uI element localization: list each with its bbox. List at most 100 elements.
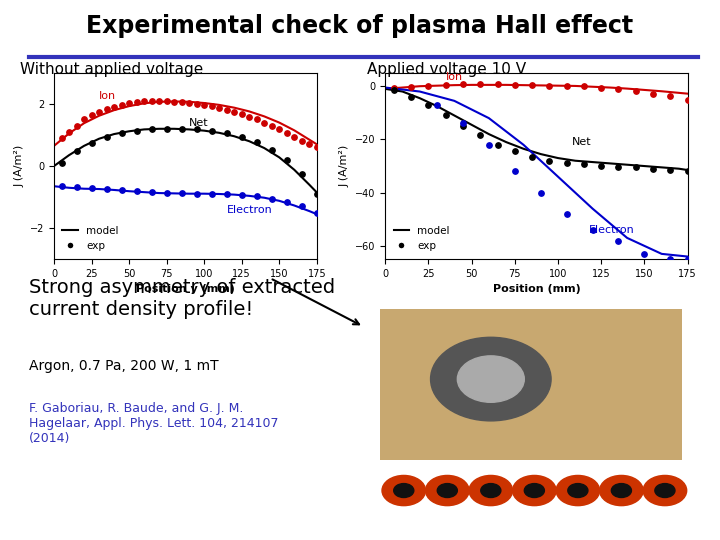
- Legend: model, exp: model, exp: [390, 222, 453, 254]
- Point: [296, 170, 307, 178]
- Point: [544, 82, 555, 90]
- Point: [535, 188, 546, 197]
- Point: [176, 98, 187, 107]
- Point: [595, 83, 607, 92]
- Circle shape: [382, 475, 426, 505]
- Circle shape: [655, 484, 675, 497]
- Point: [509, 167, 521, 176]
- Point: [311, 190, 323, 198]
- Point: [131, 186, 143, 195]
- Point: [168, 97, 180, 106]
- Point: [55, 134, 67, 143]
- Point: [613, 85, 624, 93]
- Point: [647, 164, 659, 173]
- Point: [266, 146, 277, 154]
- Point: [281, 129, 292, 138]
- Point: [281, 156, 292, 164]
- Point: [296, 136, 307, 145]
- Circle shape: [524, 484, 544, 497]
- Point: [423, 100, 434, 109]
- Point: [492, 140, 503, 149]
- Point: [243, 113, 255, 122]
- Circle shape: [556, 475, 600, 505]
- Point: [116, 129, 127, 138]
- Circle shape: [481, 484, 501, 497]
- Point: [146, 187, 158, 196]
- Point: [213, 103, 225, 112]
- Point: [474, 80, 486, 89]
- Text: Applied voltage 10 V: Applied voltage 10 V: [366, 62, 526, 77]
- Point: [595, 161, 607, 170]
- Point: [665, 255, 676, 264]
- Point: [131, 98, 143, 107]
- Point: [526, 81, 538, 90]
- Circle shape: [394, 484, 414, 497]
- Point: [161, 124, 172, 133]
- Point: [578, 82, 590, 91]
- Point: [221, 105, 233, 114]
- Point: [630, 87, 642, 96]
- Text: Argon, 0.7 Pa, 200 W, 1 mT: Argon, 0.7 Pa, 200 W, 1 mT: [29, 359, 218, 373]
- Text: Net: Net: [189, 118, 209, 129]
- Text: F. Gaboriau, R. Baude, and G. J. M.
Hagelaar, Appl. Phys. Lett. 104, 214107
(201: F. Gaboriau, R. Baude, and G. J. M. Hage…: [29, 402, 279, 446]
- Point: [116, 185, 127, 194]
- Circle shape: [600, 475, 643, 505]
- Point: [544, 157, 555, 165]
- Point: [440, 111, 451, 120]
- Point: [191, 99, 202, 108]
- Point: [63, 127, 75, 136]
- Circle shape: [568, 484, 588, 497]
- Point: [509, 80, 521, 89]
- Point: [236, 191, 248, 200]
- Point: [639, 249, 650, 258]
- Point: [526, 152, 538, 161]
- Point: [561, 210, 572, 218]
- Point: [161, 188, 172, 197]
- Point: [561, 82, 572, 90]
- Point: [258, 118, 270, 127]
- Point: [153, 97, 165, 106]
- Point: [647, 89, 659, 98]
- Point: [388, 83, 400, 92]
- Text: Strong asymmetry of extracted
current density profile!: Strong asymmetry of extracted current de…: [29, 278, 335, 319]
- Point: [289, 132, 300, 141]
- Point: [221, 129, 233, 137]
- Point: [86, 138, 97, 147]
- Point: [138, 97, 150, 106]
- Point: [176, 124, 187, 133]
- Point: [483, 140, 495, 149]
- Circle shape: [469, 475, 513, 505]
- Point: [578, 160, 590, 168]
- Point: [281, 198, 292, 206]
- Text: Experimental check of plasma Hall effect: Experimental check of plasma Hall effect: [86, 14, 634, 37]
- Circle shape: [643, 475, 687, 505]
- Point: [251, 138, 263, 146]
- Point: [630, 163, 642, 172]
- Point: [86, 184, 97, 193]
- Point: [55, 159, 67, 167]
- Point: [266, 194, 277, 203]
- Point: [176, 189, 187, 198]
- Point: [405, 83, 417, 91]
- Point: [236, 132, 248, 141]
- Point: [206, 102, 217, 111]
- Point: [665, 92, 676, 100]
- Circle shape: [426, 475, 469, 505]
- Point: [457, 122, 469, 131]
- Point: [101, 133, 112, 142]
- Point: [184, 99, 195, 107]
- Y-axis label: J (A/m²): J (A/m²): [14, 145, 24, 187]
- Point: [304, 140, 315, 149]
- Circle shape: [611, 484, 631, 497]
- Point: [613, 162, 624, 171]
- Text: Ion: Ion: [99, 91, 116, 102]
- Point: [251, 115, 263, 124]
- Point: [492, 80, 503, 89]
- Point: [423, 82, 434, 90]
- Point: [55, 182, 67, 191]
- Point: [682, 167, 693, 176]
- Y-axis label: J (A/m²): J (A/m²): [339, 145, 349, 187]
- Bar: [380, 309, 682, 460]
- Circle shape: [513, 475, 556, 505]
- Text: Electron: Electron: [227, 205, 272, 214]
